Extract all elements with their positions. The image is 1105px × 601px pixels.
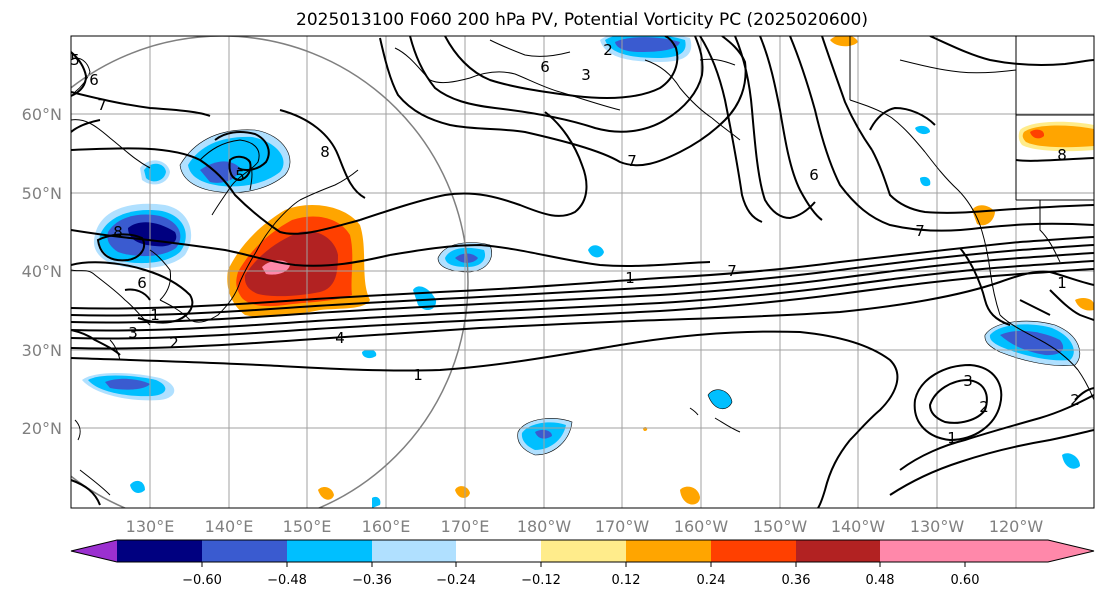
contour-label: 6 [89,71,99,89]
colorbar-tick-label: 0.60 [951,573,980,588]
contour-label: 3 [581,66,591,84]
colorbar-tick-label: 0.12 [612,573,641,588]
colorbar-tick-label: 0.24 [697,573,726,588]
colorbar-segment [711,540,796,562]
contour-label: 1 [1057,274,1067,292]
map-frame [70,35,1095,509]
contour-label: 8 [1057,146,1067,164]
colorbar-segment [541,540,626,562]
contour-label: 6 [137,274,147,292]
colorbar-tick-label: −0.48 [267,573,307,588]
contour-label: 5 [70,51,80,69]
colorbar-segment [372,540,457,562]
contour-label: 1 [413,366,423,384]
latitude-labels: 60°N 50°N 40°N 30°N 20°N [22,105,62,438]
lon-label: 160°W [674,517,729,536]
lon-label: 120°W [989,517,1044,536]
contour-label: 2 [603,41,613,59]
colorbar-tick-label: −0.36 [352,573,392,588]
colorbar-tick-label: −0.24 [436,573,476,588]
contour-label: 1 [947,429,957,447]
contour-label: 7 [97,96,107,114]
colorbar-segment [626,540,711,562]
lon-label: 170°E [441,517,490,536]
lon-label: 170°W [595,517,650,536]
colorbar-segment [796,540,881,562]
contour-label: 2 [979,398,989,416]
lon-label: 140°E [205,517,254,536]
lat-label: 20°N [22,419,62,438]
contour-label: 4 [335,329,345,347]
contour-labels: 5 6 7 8 2 3 6 7 1 7 8 8 6 7 1 4 1 3 2 1 … [70,41,1080,447]
gridlines [71,36,1094,508]
colorbar-segment [287,540,372,562]
coastlines [71,36,1094,496]
highlight-circle [71,36,469,508]
lon-label: 160°E [362,517,411,536]
lon-label: 150°W [753,517,808,536]
lon-label: 130°E [126,517,175,536]
lon-label: 150°E [283,517,332,536]
contour-label: 6 [809,166,819,184]
contour-label: 6 [540,58,550,76]
contour-label: 7 [627,152,637,170]
colorbar-low-extend [71,540,117,562]
colorbar-outline [70,539,1095,563]
contour-label: 3 [128,324,138,342]
contour-label: 8 [320,143,330,161]
pv-contours [71,36,1094,508]
colorbar-tick-label: 0.36 [782,573,811,588]
contour-label: 8 [113,223,123,241]
longitude-labels: 130°E 140°E 150°E 160°E 170°E 180°W 170°… [126,517,1044,536]
lon-label: 130°W [910,517,965,536]
pv-shading [82,36,1094,508]
colorbar-segment [456,540,541,562]
map-panel: 5 6 7 8 2 3 6 7 1 7 8 8 6 7 1 4 1 3 2 1 … [70,36,1094,508]
contour-label: 7 [727,262,737,280]
lat-label: 30°N [22,341,62,360]
colorbar-ticks [201,562,966,567]
lon-label: 140°W [831,517,886,536]
pv-shading-outlines [179,129,1080,456]
colorbar-tick-label: 0.48 [866,573,895,588]
colorbar-segment [202,540,287,562]
contour-label: 5 [235,167,245,185]
map-title: 2025013100 F060 200 hPa PV, Potential Vo… [296,10,868,30]
colorbar-tick-label: −0.12 [521,573,561,588]
colorbar-segment [117,540,202,562]
lon-label: 180°W [517,517,572,536]
colorbar-tick-label: −0.60 [182,573,222,588]
contour-label: 7 [915,222,925,240]
contour-label: 2 [1070,391,1080,409]
lat-label: 40°N [22,262,62,281]
colorbar: −0.60 −0.48 −0.36 −0.24 −0.12 0.12 0.24 … [70,539,1095,588]
colorbar-high-extend [965,540,1094,562]
contour-label: 1 [625,269,635,287]
contour-label: 1 [150,306,160,324]
contour-label: 3 [963,372,973,390]
colorbar-segment [880,540,965,562]
lat-label: 60°N [22,105,62,124]
lat-label: 50°N [22,184,62,203]
contour-label: 2 [169,334,179,352]
